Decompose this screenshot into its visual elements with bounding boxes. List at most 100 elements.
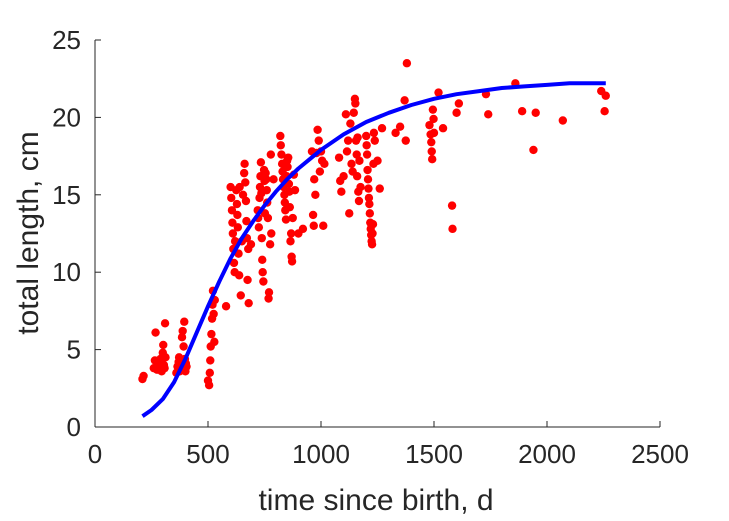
data-point — [353, 133, 362, 142]
y-tick-label: 25 — [52, 25, 81, 55]
data-point — [210, 337, 219, 347]
data-point — [341, 110, 351, 119]
data-point — [363, 165, 372, 175]
y-tick-label: 15 — [52, 180, 81, 210]
data-point — [364, 184, 373, 193]
data-point — [438, 124, 448, 133]
data-point — [362, 150, 372, 159]
data-point — [258, 255, 267, 265]
data-point — [276, 131, 285, 141]
data-point — [259, 277, 268, 286]
data-point — [427, 137, 436, 147]
data-point — [600, 107, 609, 116]
data-point — [365, 209, 375, 218]
data-point — [235, 182, 244, 192]
data-point — [356, 182, 365, 192]
y-tick-label: 0 — [67, 412, 81, 442]
data-point — [266, 150, 276, 159]
data-point — [240, 159, 249, 169]
data-point — [206, 356, 215, 365]
data-point — [287, 257, 297, 266]
data-point — [428, 105, 438, 114]
data-point — [310, 175, 319, 184]
data-point — [257, 233, 266, 243]
y-axis-ticks: 0 5 10 15 20 25 — [52, 25, 101, 442]
data-point — [334, 153, 344, 162]
data-point — [313, 125, 322, 134]
data-point — [365, 199, 374, 209]
data-point — [363, 175, 373, 184]
data-point — [234, 271, 244, 280]
data-point — [229, 258, 239, 268]
data-point — [400, 96, 409, 105]
data-point — [261, 168, 270, 178]
x-tick-label: 2500 — [631, 439, 689, 469]
data-point — [180, 317, 189, 326]
data-point — [355, 156, 364, 165]
data-point — [351, 99, 360, 108]
data-point — [286, 237, 295, 246]
data-point — [362, 141, 371, 150]
data-point — [395, 122, 405, 131]
data-point — [375, 184, 384, 193]
data-point — [401, 136, 410, 145]
data-point — [286, 229, 296, 238]
data-point — [233, 210, 242, 220]
data-point — [342, 147, 352, 156]
data-point — [288, 213, 297, 223]
data-point — [448, 224, 457, 234]
data-point — [425, 120, 434, 130]
data-point — [262, 175, 271, 184]
data-point — [285, 202, 295, 212]
data-point — [239, 168, 249, 178]
data-point — [178, 326, 187, 336]
data-point — [319, 221, 328, 230]
data-point — [254, 223, 264, 232]
data-point — [315, 167, 325, 176]
data-point — [370, 136, 379, 145]
data-point — [368, 220, 378, 229]
data-point — [151, 328, 160, 337]
data-point — [309, 221, 318, 230]
data-point — [262, 185, 271, 195]
data-point — [243, 275, 252, 285]
data-point — [246, 240, 256, 249]
data-point — [284, 153, 293, 162]
data-point — [362, 131, 371, 141]
data-point — [228, 229, 238, 238]
y-tick-label: 5 — [67, 335, 81, 365]
data-point — [244, 298, 253, 308]
data-point — [177, 333, 187, 342]
data-point — [339, 172, 348, 181]
x-axis-label: time since birth, d — [258, 484, 493, 517]
data-point — [159, 340, 168, 350]
data-point — [161, 353, 170, 362]
data-point — [160, 363, 169, 373]
data-point — [283, 162, 292, 172]
x-tick-label: 2000 — [518, 439, 576, 469]
data-point — [452, 108, 461, 117]
data-point — [517, 107, 527, 116]
data-point — [209, 309, 218, 319]
data-point — [227, 193, 236, 203]
axes — [94, 40, 660, 428]
data-point — [265, 240, 275, 249]
data-point — [256, 158, 266, 167]
data-point — [290, 185, 300, 195]
x-tick-label: 1000 — [292, 439, 350, 469]
data-point — [454, 99, 464, 108]
data-point — [179, 342, 188, 351]
y-tick-label: 20 — [52, 102, 81, 132]
data-point — [277, 150, 286, 159]
data-point — [314, 136, 323, 145]
data-point — [298, 224, 308, 234]
y-tick-label: 10 — [52, 257, 81, 287]
data-point — [241, 178, 250, 187]
data-point — [434, 88, 443, 97]
data-point — [308, 210, 318, 220]
x-tick-label: 1500 — [405, 439, 463, 469]
data-point — [281, 215, 291, 224]
data-point — [205, 368, 215, 378]
